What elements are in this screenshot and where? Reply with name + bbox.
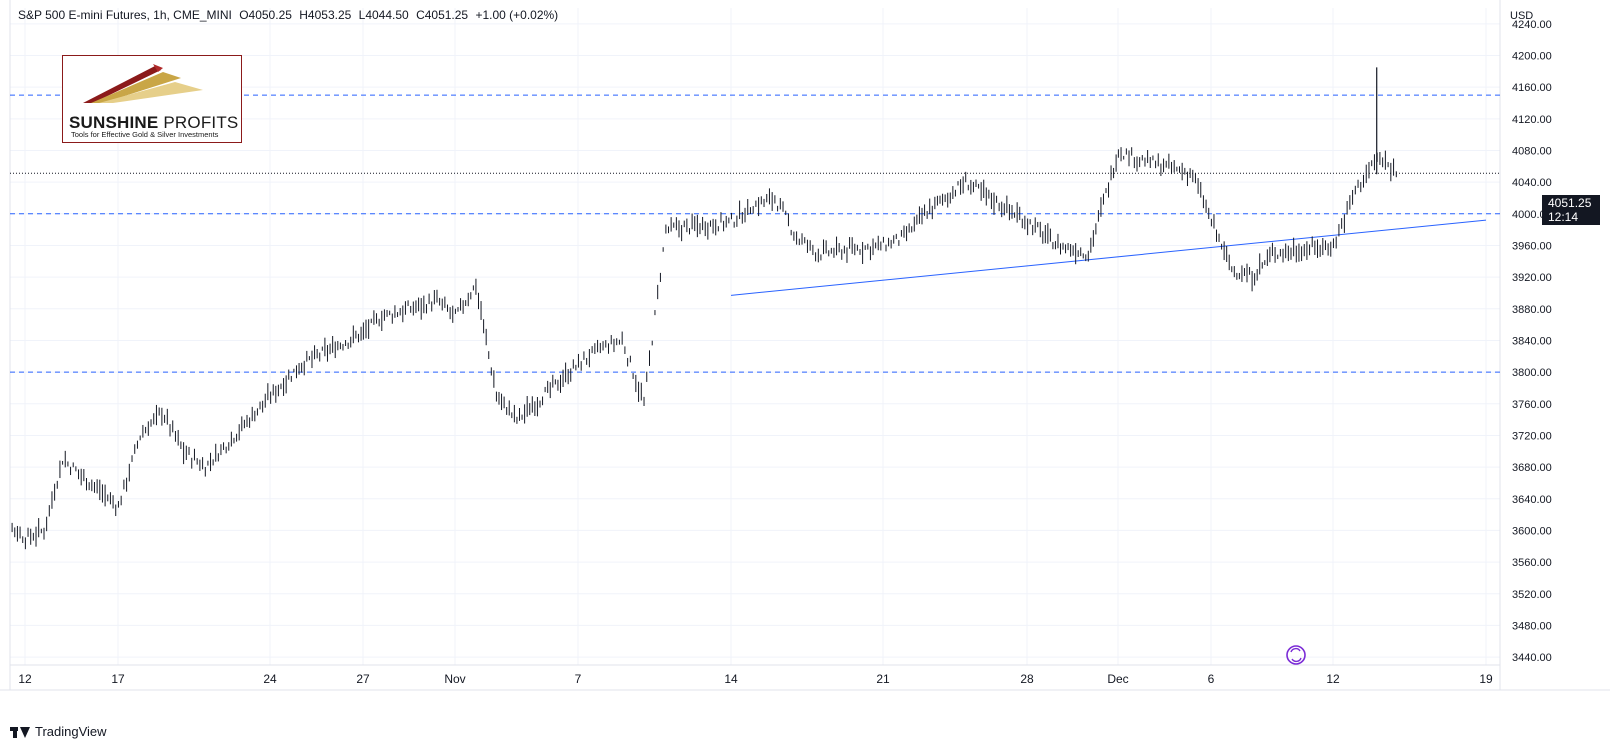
price-axis-label: 3960.00	[1512, 240, 1552, 252]
legend-change: +1.00 (+0.02%)	[475, 8, 559, 22]
price-axis-label: 4200.00	[1512, 50, 1552, 62]
time-axis-label: Nov	[444, 672, 465, 686]
legend-close: C4051.25	[416, 8, 469, 22]
price-axis-label: 3720.00	[1512, 430, 1552, 442]
time-axis-label: 28	[1020, 672, 1034, 686]
sync-timeframe-icon[interactable]	[1286, 645, 1306, 665]
price-axis-label: 3680.00	[1512, 462, 1552, 474]
tradingview-brand[interactable]: TradingView	[10, 724, 107, 739]
logo-title-thin: PROFITS	[158, 113, 239, 132]
logo-swoosh-icon	[83, 64, 203, 103]
time-axis-label: 14	[724, 672, 738, 686]
price-axis-label: 3800.00	[1512, 367, 1552, 379]
legend-high: H4053.25	[299, 8, 352, 22]
price-axis-label: 4240.00	[1512, 19, 1552, 31]
price-axis-label: 4120.00	[1512, 114, 1552, 126]
symbol-legend: S&P 500 E-mini Futures, 1h, CME_MINI O40…	[18, 8, 562, 22]
sunshine-profits-logo: SUNSHINE PROFITS Tools for Effective Gol…	[62, 55, 242, 143]
brand-label: TradingView	[35, 724, 107, 739]
price-axis-label: 3560.00	[1512, 557, 1552, 569]
price-axis-currency: USD	[1510, 10, 1533, 22]
price-axis-label: 3520.00	[1512, 589, 1552, 601]
bar-countdown: 12:14	[1548, 210, 1579, 224]
time-axis-label: 12	[18, 672, 32, 686]
logo-tagline: Tools for Effective Gold & Silver Invest…	[71, 130, 219, 139]
time-axis-label: 19	[1479, 672, 1493, 686]
legend-symbol[interactable]: S&P 500 E-mini Futures, 1h, CME_MINI	[18, 8, 232, 22]
tradingview-logo-icon	[10, 725, 30, 739]
time-axis-label: Dec	[1107, 672, 1128, 686]
price-axis-label: 4080.00	[1512, 145, 1552, 157]
legend-open: O4050.25	[239, 8, 292, 22]
price-axis-label: 4040.00	[1512, 177, 1552, 189]
price-axis-label: 4160.00	[1512, 82, 1552, 94]
price-axis-label: 3480.00	[1512, 620, 1552, 632]
time-axis-label: 12	[1326, 672, 1340, 686]
price-axis-label: 3840.00	[1512, 335, 1552, 347]
time-axis-label: 21	[876, 672, 890, 686]
price-axis-label: 3640.00	[1512, 494, 1552, 506]
sync-icon-ring	[1286, 645, 1306, 665]
logo-title-bold: SUNSHINE	[69, 113, 159, 132]
price-axis-label: 4000.00	[1512, 209, 1552, 221]
sync-icon-arrows	[1290, 647, 1302, 663]
time-axis-label: 7	[575, 672, 582, 686]
time-axis-label: 6	[1208, 672, 1215, 686]
price-axis-label: 3880.00	[1512, 304, 1552, 316]
time-axis-label: 27	[356, 672, 370, 686]
last-price-value: 4051.25	[1548, 196, 1592, 210]
last-price-badge: 4051.25 12:14	[1542, 195, 1600, 225]
trendline	[730, 219, 1487, 296]
price-axis-label: 3920.00	[1512, 272, 1552, 284]
time-axis-label: 24	[263, 672, 277, 686]
price-axis-label: 3760.00	[1512, 399, 1552, 411]
price-axis-label: 3440.00	[1512, 652, 1552, 664]
price-axis-label: 3600.00	[1512, 525, 1552, 537]
logo-title: SUNSHINE PROFITS	[69, 113, 238, 133]
time-axis-label: 17	[111, 672, 125, 686]
legend-low: L4044.50	[358, 8, 409, 22]
